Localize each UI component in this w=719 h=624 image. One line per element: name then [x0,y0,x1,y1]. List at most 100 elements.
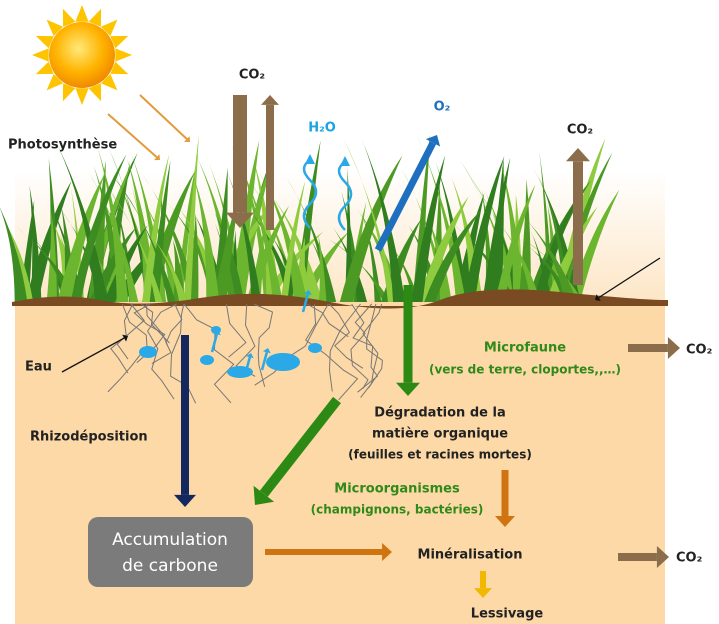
label: Dégradation de la [374,406,505,421]
accumulation-box [88,517,253,587]
grass-blade [463,156,505,302]
sun-ray [110,61,129,75]
arrow-head [656,546,669,568]
root [366,303,383,389]
vapour [337,160,353,231]
arrow [260,351,269,371]
sun-ray [75,5,89,22]
arrows [61,94,680,598]
arrow-head [474,588,492,598]
sun-ray [100,19,118,37]
arrow-head [396,382,420,396]
arrow [243,356,252,376]
grass-blade [149,160,171,302]
grass-blade [51,133,108,302]
root [147,303,177,400]
label: CO₂ [686,343,712,358]
sun-ray [35,61,54,75]
grass-blade [557,152,613,302]
grass-blade [270,193,323,302]
grass-blade [417,196,469,302]
grass-blade [213,195,239,302]
grass-blade [0,207,28,302]
label: O₂ [434,100,451,115]
arrow-head [382,543,392,561]
label: Lessivage [471,607,544,622]
grass-blade [88,171,139,302]
grass-blade [141,172,200,302]
arrow [598,257,661,299]
grass-blade [339,155,403,302]
sun-ray [88,8,102,27]
arrow-head [495,516,515,527]
grass-blade [332,226,368,302]
sun-ray [35,35,54,49]
root [110,303,145,374]
root [151,303,183,365]
label: H₂O [308,121,336,136]
vapour-head [305,154,315,164]
grass-blade [140,222,188,302]
grass-blade [530,230,552,302]
label: CO₂ [567,123,593,138]
sun-ray [115,48,132,62]
grass-blade [482,157,511,302]
grass-blade [501,166,525,302]
grass-blade [414,130,466,302]
grass-blade [112,174,176,302]
root [305,303,359,401]
root [328,303,361,392]
arrow-head [262,348,271,354]
grass-blade [46,211,57,302]
sun-ray [46,73,64,91]
grass-blade [424,209,482,302]
arrow-head [303,290,312,296]
arrow [301,293,310,313]
label: (champignons, bactéries) [311,503,484,517]
arrow-head [595,294,601,301]
grass-blade [412,134,431,302]
arrow-head [245,353,254,359]
sun-ray [75,88,89,105]
grass-blade [280,181,306,302]
arrow [139,94,188,140]
arrow [107,113,158,158]
arrow [374,141,437,252]
grass-blade [230,144,283,302]
sun [32,5,132,105]
grass-blade [494,184,536,302]
root [253,303,274,387]
root [146,303,168,346]
root [183,303,235,404]
label: Eau [25,360,52,375]
arrow-head [174,494,196,507]
arrow-head [566,148,590,162]
grass-blade [519,239,574,302]
vapour [302,158,318,229]
water-drops [139,326,322,378]
sun-disc [49,22,115,88]
label: CO₂ [676,551,702,566]
sun-ray [100,73,118,91]
arrow-head [261,95,279,105]
grass-blade [361,137,406,302]
root [328,303,364,369]
grass-blade [106,186,163,302]
grass-blade [108,148,152,302]
grass-blade [258,170,308,302]
grass-blade [70,154,127,302]
grass-blade [193,176,220,302]
grass-blade [57,173,105,302]
label: Photosynthèse [8,138,117,153]
label: (vers de terre, cloportes,,…) [429,363,621,377]
grass-blade [226,171,262,302]
arrow-head [122,334,128,342]
label: Accumulation [112,530,228,550]
label: CO₂ [239,68,265,83]
arrow-head [667,337,680,359]
grass-blade [233,189,299,302]
root [254,303,329,386]
sun-ray [88,83,102,102]
grass-blade [7,225,34,302]
